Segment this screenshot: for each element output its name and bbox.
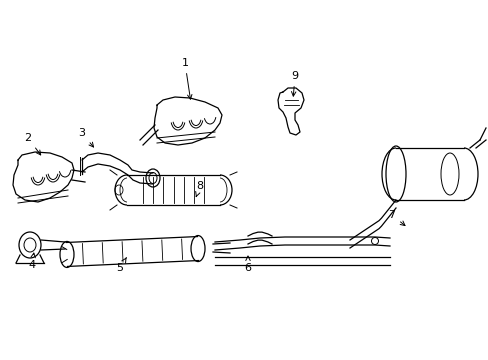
Text: 3: 3 [79, 128, 93, 147]
Text: 8: 8 [195, 181, 203, 197]
Text: 5: 5 [116, 258, 126, 273]
Text: 4: 4 [28, 253, 36, 270]
Text: 6: 6 [244, 256, 251, 273]
Text: 7: 7 [387, 210, 404, 226]
Text: 1: 1 [181, 58, 192, 99]
Text: 2: 2 [24, 133, 41, 155]
Text: 9: 9 [291, 71, 298, 96]
